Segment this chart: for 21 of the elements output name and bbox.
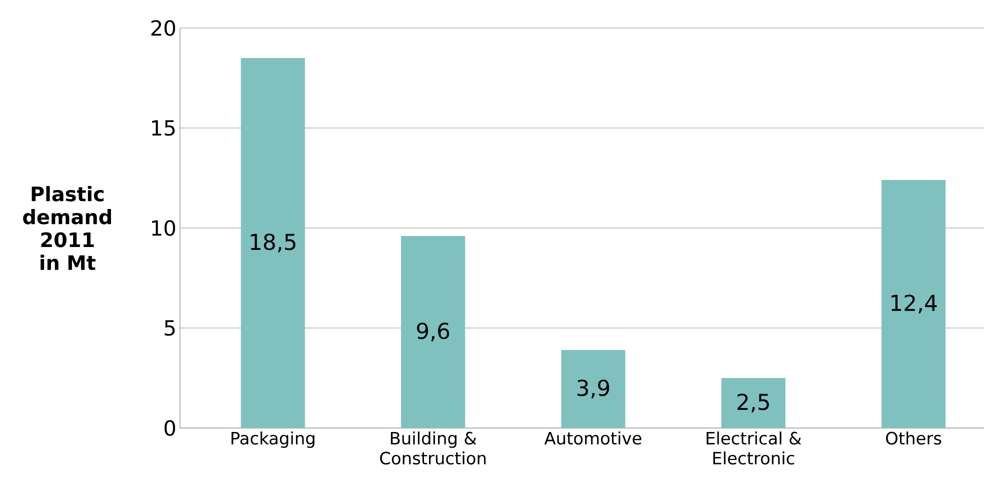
y-tick-label: 10 [152, 220, 176, 236]
data-label: 2,5 [738, 394, 769, 412]
y-tick-label: 5 [164, 320, 175, 336]
data-label: 12,4 [892, 294, 937, 314]
bar [721, 378, 786, 428]
bar [240, 58, 305, 428]
y-axis-title: Plastic demand 2011 in Mt [23, 186, 111, 270]
bar [882, 180, 946, 428]
y-tick-label: 0 [164, 420, 176, 436]
x-tick-label: Automotive [544, 432, 642, 445]
x-tick-label: Building & Construction [380, 432, 486, 465]
data-label: 9,6 [417, 322, 450, 342]
x-tick-label: Electrical & Electronic [706, 432, 802, 465]
y-tick-label: 20 [151, 20, 176, 36]
y-tick-label: 15 [152, 120, 175, 136]
x-tick-label: Packaging [232, 432, 314, 448]
bar [401, 236, 466, 428]
bar [561, 350, 626, 428]
x-tick-label: Others [886, 432, 942, 445]
data-label: 18,5 [250, 234, 296, 252]
data-label: 3,9 [577, 380, 610, 398]
